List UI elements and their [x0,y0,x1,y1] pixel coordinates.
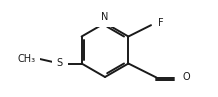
Text: F: F [158,17,164,28]
Text: CH₃: CH₃ [17,54,36,64]
Text: N: N [101,12,109,22]
Text: S: S [56,58,63,68]
Text: O: O [182,72,190,83]
